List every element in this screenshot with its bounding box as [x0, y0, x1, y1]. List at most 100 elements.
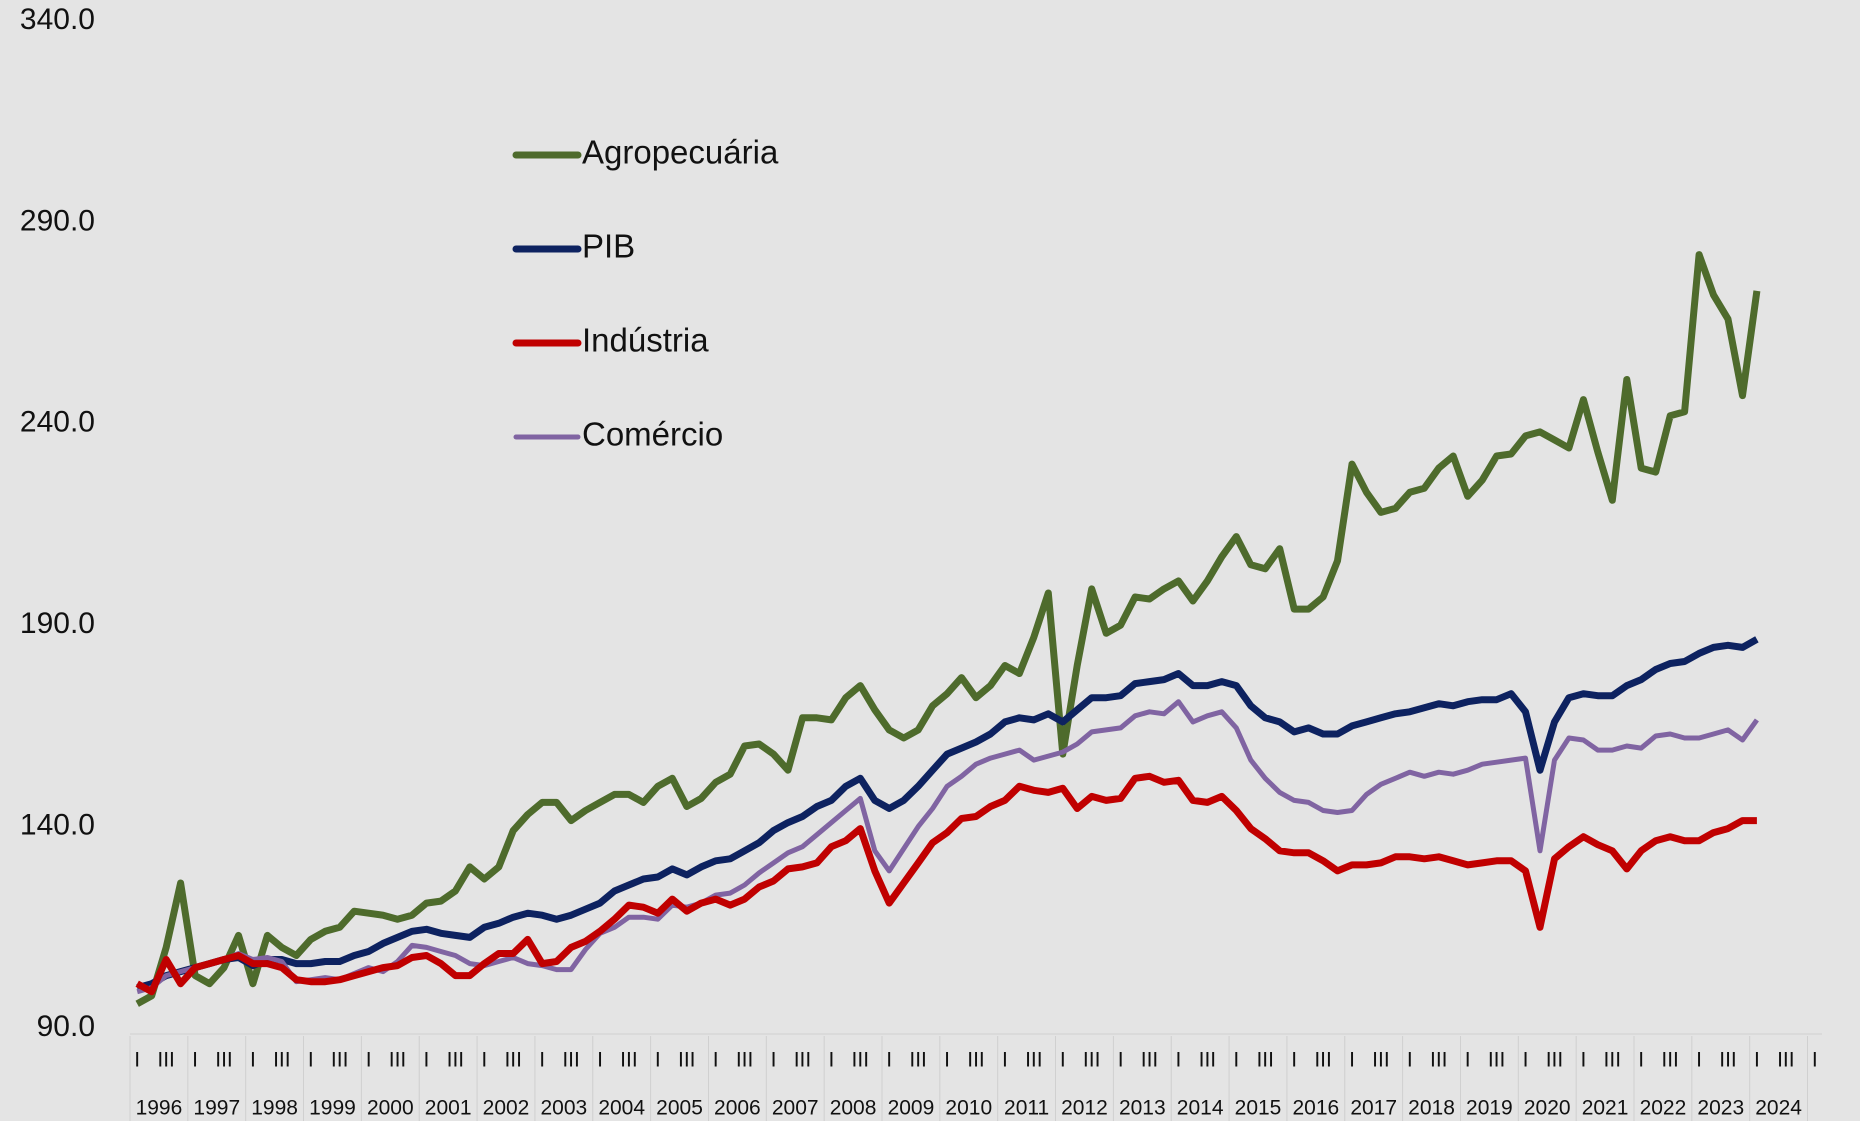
x-tick-label: I	[597, 1049, 603, 1072]
x-tick-label: III	[1488, 1049, 1506, 1072]
y-tick-label: 140.0	[20, 809, 95, 842]
x-tick-label: III	[1372, 1049, 1390, 1072]
x-tick-label: I	[1696, 1049, 1702, 1072]
x-tick-label: III	[389, 1049, 407, 1072]
year-label: 1996	[136, 1097, 183, 1120]
x-tick-label: I	[1233, 1049, 1239, 1072]
year-label: 2004	[598, 1097, 645, 1120]
x-tick-label: III	[447, 1049, 465, 1072]
x-tick-label: I	[1407, 1049, 1413, 1072]
x-tick-label: III	[157, 1049, 175, 1072]
legend-label: Comércio	[582, 416, 723, 453]
x-tick-label: III	[1141, 1049, 1159, 1072]
series-line	[136, 636, 1759, 992]
year-label: 2008	[830, 1097, 877, 1120]
x-tick-label: I	[1002, 1049, 1008, 1072]
series-line	[136, 699, 1759, 995]
x-tick-label: I	[1349, 1049, 1355, 1072]
x-tick-label: I	[1523, 1049, 1529, 1072]
series-line	[135, 251, 1761, 1007]
y-tick-label: 240.0	[20, 406, 95, 439]
year-label: 2018	[1408, 1097, 1455, 1120]
x-tick-label: I	[250, 1049, 256, 1072]
x-tick-label: III	[909, 1049, 927, 1072]
year-label: 2019	[1466, 1097, 1513, 1120]
x-tick-label: III	[331, 1049, 349, 1072]
x-tick-label: III	[967, 1049, 985, 1072]
year-label: 1997	[193, 1097, 240, 1120]
x-tick-label: III	[1025, 1049, 1043, 1072]
x-tick-label: III	[736, 1049, 754, 1072]
year-label: 2021	[1582, 1097, 1629, 1120]
year-label: 2006	[714, 1097, 761, 1120]
x-tick-label: I	[481, 1049, 487, 1072]
x-tick-label: III	[1083, 1049, 1101, 1072]
x-tick-label: III	[1256, 1049, 1274, 1072]
x-tick-label: III	[1661, 1049, 1679, 1072]
year-label: 1998	[251, 1097, 298, 1120]
x-tick-label: I	[1060, 1049, 1066, 1072]
year-label: 2015	[1235, 1097, 1282, 1120]
year-label: 2003	[540, 1097, 587, 1120]
year-label: 2012	[1061, 1097, 1108, 1120]
legend-label: PIB	[582, 228, 635, 265]
x-tick-label: I	[713, 1049, 719, 1072]
legend-label: Indústria	[582, 322, 709, 359]
year-label: 2001	[425, 1097, 472, 1120]
x-tick-label: III	[504, 1049, 522, 1072]
x-tick-label: III	[1430, 1049, 1448, 1072]
year-label: 2022	[1640, 1097, 1687, 1120]
year-label: 2005	[656, 1097, 703, 1120]
x-tick-label: I	[424, 1049, 430, 1072]
y-tick-label: 90.0	[37, 1010, 95, 1043]
x-tick-label: I	[1465, 1049, 1471, 1072]
x-tick-label: I	[828, 1049, 834, 1072]
x-tick-label: I	[944, 1049, 950, 1072]
x-tick-label: I	[1291, 1049, 1297, 1072]
x-tick-label: III	[678, 1049, 696, 1072]
x-tick-label: III	[1199, 1049, 1217, 1072]
x-tick-label: I	[771, 1049, 777, 1072]
year-label: 2023	[1697, 1097, 1744, 1120]
x-tick-label: III	[1314, 1049, 1332, 1072]
x-tick-label: I	[192, 1049, 198, 1072]
year-label: 1999	[309, 1097, 356, 1120]
x-tick-label: I	[308, 1049, 314, 1072]
x-tick-label: I	[1176, 1049, 1182, 1072]
x-tick-label: I	[655, 1049, 661, 1072]
year-label: 2014	[1177, 1097, 1224, 1120]
year-label: 2013	[1119, 1097, 1166, 1120]
x-tick-label: I	[1812, 1049, 1818, 1072]
year-label: 2024	[1755, 1097, 1802, 1120]
x-tick-label: I	[1754, 1049, 1760, 1072]
year-label: 2000	[367, 1097, 414, 1120]
y-tick-label: 290.0	[20, 204, 95, 237]
x-tick-label: I	[886, 1049, 892, 1072]
year-label: 2010	[945, 1097, 992, 1120]
series-line	[135, 772, 1757, 996]
y-tick-label: 340.0	[20, 3, 95, 36]
x-tick-label: III	[1604, 1049, 1622, 1072]
x-tick-label: I	[539, 1049, 545, 1072]
year-label: 2016	[1292, 1097, 1339, 1120]
x-tick-label: III	[562, 1049, 580, 1072]
year-label: 2002	[483, 1097, 530, 1120]
year-label: 2011	[1004, 1097, 1049, 1120]
x-tick-label: III	[794, 1049, 812, 1072]
x-tick-label: I	[366, 1049, 372, 1072]
x-tick-label: III	[215, 1049, 233, 1072]
year-label: 2020	[1524, 1097, 1571, 1120]
x-tick-label: III	[1777, 1049, 1795, 1072]
x-tick-label: III	[852, 1049, 870, 1072]
x-tick-label: I	[134, 1049, 140, 1072]
y-tick-label: 190.0	[20, 607, 95, 640]
x-tick-label: III	[1546, 1049, 1564, 1072]
x-tick-label: I	[1580, 1049, 1586, 1072]
x-tick-label: I	[1118, 1049, 1124, 1072]
x-tick-label: I	[1638, 1049, 1644, 1072]
legend-label: Agropecuária	[582, 134, 779, 171]
x-tick-label: III	[273, 1049, 291, 1072]
year-label: 2009	[888, 1097, 935, 1120]
